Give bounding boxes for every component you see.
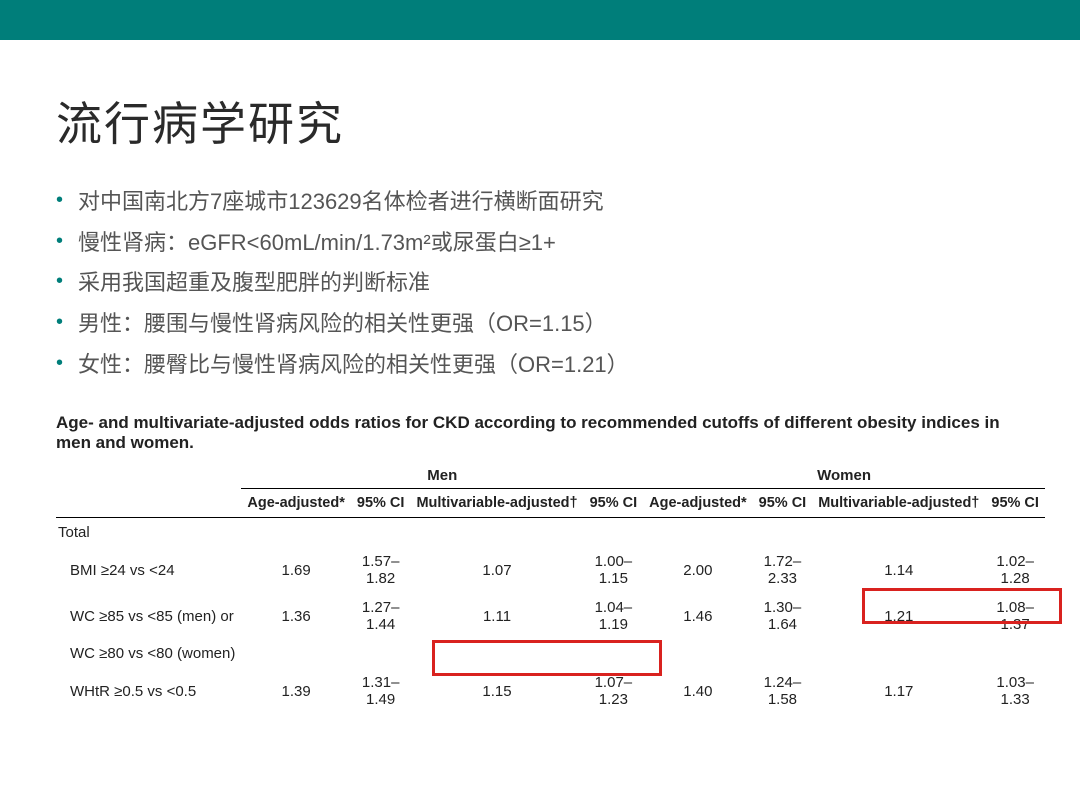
header-blank	[56, 489, 241, 518]
cell: 1.57–1.82	[351, 547, 411, 593]
cell	[241, 639, 351, 668]
cell: 1.00–1.15	[584, 547, 644, 593]
col-age-adj: Age-adjusted*	[643, 489, 753, 518]
col-mv-adj: Multivariable-adjusted†	[812, 489, 985, 518]
cell	[985, 639, 1045, 668]
cell: 1.27–1.44	[351, 593, 411, 639]
cell: 1.40	[643, 668, 753, 714]
header-group-men: Men	[241, 463, 643, 489]
cell: 1.02–1.28	[985, 547, 1045, 593]
cell: 1.72–2.33	[753, 547, 813, 593]
table-row: WHtR ≥0.5 vs <0.5 1.39 1.31–1.49 1.15 1.…	[56, 668, 1045, 714]
cell: 1.17	[812, 668, 985, 714]
cell: 1.30–1.64	[753, 593, 813, 639]
slide-title: 流行病学研究	[56, 88, 1024, 154]
bullet-item: 对中国南北方7座城市123629名体检者进行横断面研究	[56, 182, 1024, 223]
cell: 1.21	[812, 593, 985, 639]
bullet-item: 女性：腰臀比与慢性肾病风险的相关性更强（OR=1.21）	[56, 345, 1024, 386]
bullet-list: 对中国南北方7座城市123629名体检者进行横断面研究 慢性肾病：eGFR<60…	[56, 182, 1024, 385]
cell: 1.11	[410, 593, 583, 639]
bullet-item: 男性：腰围与慢性肾病风险的相关性更强（OR=1.15）	[56, 304, 1024, 345]
row-label: WC ≥85 vs <85 (men) or	[56, 593, 241, 639]
table-caption: Age- and multivariate-adjusted odds rati…	[56, 413, 1024, 453]
cell: 1.08–1.37	[985, 593, 1045, 639]
col-ci: 95% CI	[351, 489, 411, 518]
cell: 1.03–1.33	[985, 668, 1045, 714]
bullet-item: 采用我国超重及腹型肥胖的判断标准	[56, 263, 1024, 304]
slide-body: 流行病学研究 对中国南北方7座城市123629名体检者进行横断面研究 慢性肾病：…	[0, 40, 1080, 810]
cell: 1.24–1.58	[753, 668, 813, 714]
cell: 1.07	[410, 547, 583, 593]
data-table-region: Age- and multivariate-adjusted odds rati…	[56, 413, 1024, 714]
cell: 1.04–1.19	[584, 593, 644, 639]
cell: 2.00	[643, 547, 753, 593]
section-label: Total	[56, 518, 241, 548]
row-label: WHtR ≥0.5 vs <0.5	[56, 668, 241, 714]
accent-bar	[0, 0, 1080, 40]
header-group-women: Women	[643, 463, 1045, 489]
row-label: WC ≥80 vs <80 (women)	[56, 639, 241, 668]
cell	[351, 639, 411, 668]
cell	[753, 639, 813, 668]
cell	[643, 639, 753, 668]
cell: 1.46	[643, 593, 753, 639]
header-blank	[56, 463, 241, 489]
col-ci: 95% CI	[753, 489, 813, 518]
table-row: WC ≥85 vs <85 (men) or 1.36 1.27–1.44 1.…	[56, 593, 1045, 639]
cell	[410, 639, 583, 668]
bullet-item: 慢性肾病：eGFR<60mL/min/1.73m²或尿蛋白≥1+	[56, 223, 1024, 264]
cell: 1.39	[241, 668, 351, 714]
cell: 1.15	[410, 668, 583, 714]
odds-ratio-table: Men Women Age-adjusted* 95% CI Multivari…	[56, 463, 1045, 714]
cell: 1.07–1.23	[584, 668, 644, 714]
cell	[812, 639, 985, 668]
row-label: BMI ≥24 vs <24	[56, 547, 241, 593]
table-row: BMI ≥24 vs <24 1.69 1.57–1.82 1.07 1.00–…	[56, 547, 1045, 593]
table-row: WC ≥80 vs <80 (women)	[56, 639, 1045, 668]
col-ci: 95% CI	[985, 489, 1045, 518]
cell: 1.36	[241, 593, 351, 639]
cell	[584, 639, 644, 668]
cell: 1.31–1.49	[351, 668, 411, 714]
col-mv-adj: Multivariable-adjusted†	[410, 489, 583, 518]
cell: 1.69	[241, 547, 351, 593]
cell: 1.14	[812, 547, 985, 593]
col-ci: 95% CI	[584, 489, 644, 518]
col-age-adj: Age-adjusted*	[241, 489, 351, 518]
